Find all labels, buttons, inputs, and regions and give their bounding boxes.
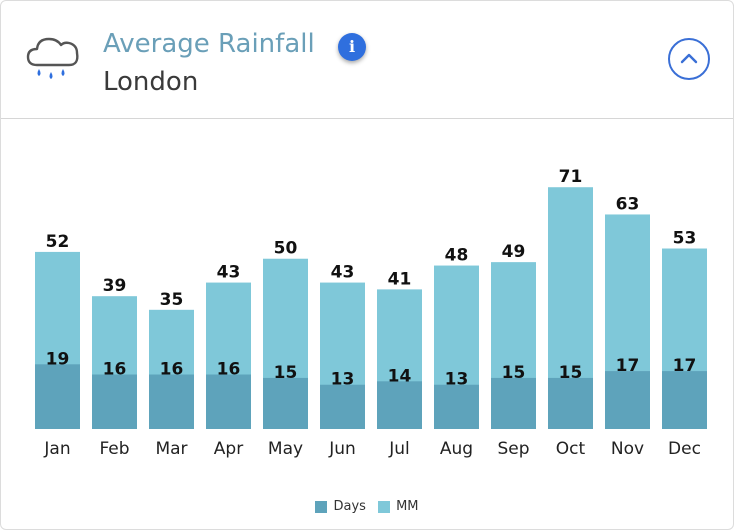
data-label-days-nov: 17: [616, 356, 640, 376]
data-label-days-mar: 16: [160, 360, 184, 380]
x-tick-label-dec: Dec: [668, 439, 701, 459]
data-label-mm-may: 50: [274, 239, 298, 259]
legend-label-mm: MM: [396, 499, 419, 514]
legend-swatch-days: [315, 500, 328, 513]
collapse-button[interactable]: [668, 38, 710, 80]
bar-days-jan: [35, 364, 80, 429]
data-label-mm-oct: 71: [559, 167, 583, 187]
data-label-mm-apr: 43: [217, 263, 241, 283]
bar-days-jul: [377, 381, 422, 429]
data-label-days-jan: 19: [46, 349, 70, 369]
data-label-mm-aug: 48: [445, 246, 469, 266]
rainfall-bar-chart: 52 19 Jan 39 16 Feb 35 16 Mar 43 16 Apr 50 15 May 43 13 J…: [35, 167, 707, 459]
legend-label-days: Days: [333, 499, 366, 514]
data-label-mm-jun: 43: [331, 263, 355, 283]
legend-item-mm[interactable]: MM: [378, 499, 419, 514]
chart-title: Average Rainfall: [103, 29, 315, 59]
x-tick-label-aug: Aug: [440, 439, 473, 459]
bar-days-sep: [491, 377, 536, 429]
bar-days-feb: [92, 374, 137, 429]
data-label-mm-jul: 41: [388, 269, 412, 289]
x-tick-label-jun: Jun: [328, 439, 356, 459]
x-tick-label-may: May: [268, 439, 303, 459]
x-tick-label-oct: Oct: [556, 439, 586, 459]
x-tick-label-apr: Apr: [214, 439, 243, 459]
legend-item-days[interactable]: Days: [315, 499, 366, 514]
bar-days-dec: [662, 371, 707, 429]
x-tick-label-feb: Feb: [99, 439, 129, 459]
x-tick-label-sep: Sep: [497, 439, 529, 459]
data-label-mm-jan: 52: [46, 232, 70, 252]
data-label-mm-dec: 53: [673, 229, 697, 249]
x-tick-label-jan: Jan: [43, 439, 70, 459]
legend-swatch-mm: [378, 500, 391, 513]
data-label-mm-mar: 35: [160, 290, 184, 310]
data-label-mm-feb: 39: [103, 276, 127, 296]
chevron-up-icon: [680, 53, 698, 64]
bar-days-aug: [434, 384, 479, 429]
bar-days-oct: [548, 377, 593, 429]
info-icon[interactable]: i: [338, 33, 366, 61]
data-label-days-may: 15: [274, 363, 298, 383]
data-label-days-aug: 13: [445, 370, 469, 390]
card-header: Average Rainfall London i: [1, 1, 733, 119]
data-label-days-oct: 15: [559, 363, 583, 383]
data-label-days-dec: 17: [673, 356, 697, 376]
location-subtitle: London: [103, 67, 199, 97]
bar-days-mar: [149, 374, 194, 429]
bar-days-jun: [320, 384, 365, 429]
data-label-days-sep: 15: [502, 363, 526, 383]
x-tick-label-nov: Nov: [611, 439, 644, 459]
bar-days-apr: [206, 374, 251, 429]
bar-days-may: [263, 377, 308, 429]
x-tick-label-jul: Jul: [388, 439, 410, 459]
data-label-days-jun: 13: [331, 370, 355, 390]
cloud-rain-icon: [26, 37, 79, 79]
data-label-mm-sep: 49: [502, 242, 526, 262]
chart-legend: Days MM: [1, 499, 733, 521]
data-label-days-jul: 14: [388, 366, 412, 386]
x-tick-label-mar: Mar: [155, 439, 187, 459]
bar-days-nov: [605, 371, 650, 429]
data-label-mm-nov: 63: [616, 194, 640, 214]
data-label-days-apr: 16: [217, 360, 241, 380]
data-label-days-feb: 16: [103, 360, 127, 380]
